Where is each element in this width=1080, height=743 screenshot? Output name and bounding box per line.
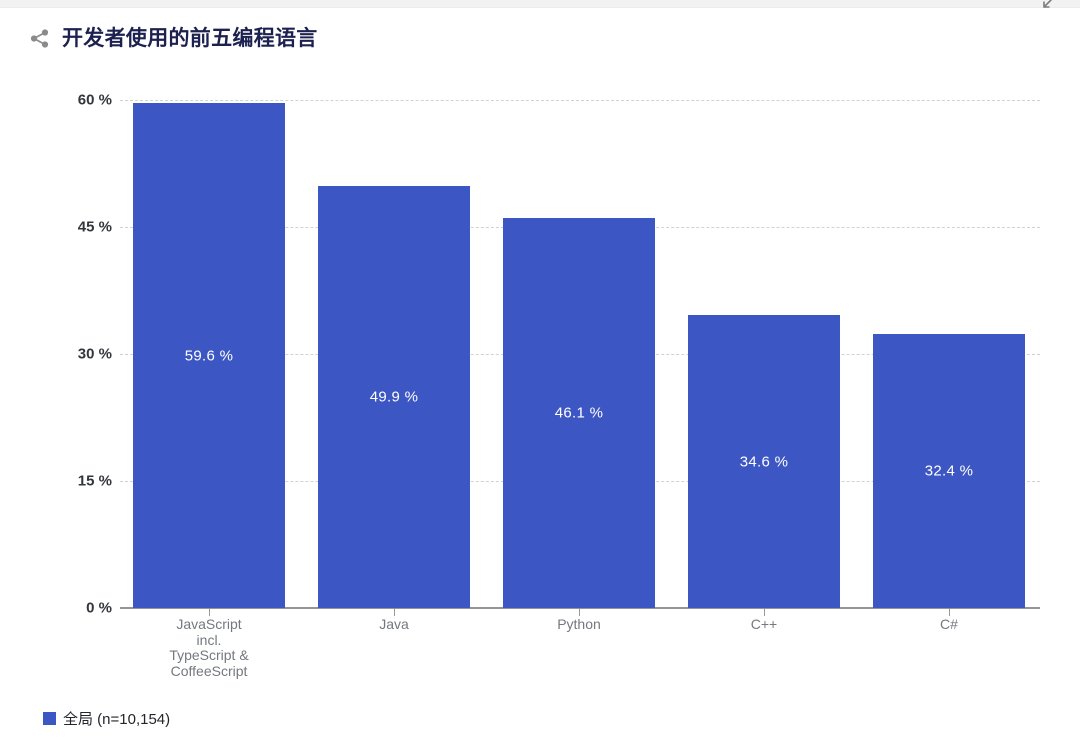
bar-value-label: 49.9 % (369, 388, 419, 406)
collapse-arrow-icon[interactable] (1039, 0, 1057, 13)
x-tick-label: Python (557, 616, 601, 632)
x-tick-label: C# (940, 616, 958, 632)
legend: 全局 (n=10,154) (43, 708, 170, 729)
legend-swatch (43, 712, 56, 725)
share-icon[interactable] (30, 28, 49, 48)
page-title: 开发者使用的前五编程语言 (62, 27, 318, 50)
bar[interactable]: 46.1 % (503, 217, 655, 608)
y-tick-label: 15 % (77, 472, 112, 490)
x-tick (949, 609, 950, 616)
legend-label: 全局 (n=10,154) (63, 711, 171, 728)
x-tick (209, 609, 210, 616)
bar-value-label: 46.1 % (554, 404, 604, 422)
y-tick-label: 60 % (77, 91, 112, 109)
x-tick (394, 609, 395, 616)
x-tick-label: Java (379, 616, 409, 632)
x-tick-label: JavaScript incl. TypeScript & CoffeeScri… (169, 616, 249, 679)
bar[interactable]: 32.4 % (873, 333, 1025, 608)
bar[interactable]: 49.9 % (318, 185, 470, 608)
gridline (120, 100, 1040, 101)
bar-value-label: 34.6 % (739, 453, 789, 471)
bar[interactable]: 59.6 % (133, 103, 285, 608)
x-tick-label: C++ (750, 616, 778, 632)
x-tick (579, 609, 580, 616)
bar-value-label: 32.4 % (924, 462, 974, 480)
y-tick-label: 30 % (77, 345, 112, 363)
top-strip (0, 0, 1080, 8)
y-tick-label: 45 % (77, 218, 112, 236)
chart-header: 开发者使用的前五编程语言 (30, 22, 318, 52)
bar-value-label: 59.6 % (184, 347, 234, 365)
x-tick (764, 609, 765, 616)
y-tick-label: 0 % (86, 599, 112, 617)
x-axis-line (120, 607, 1040, 609)
bar[interactable]: 34.6 % (688, 315, 840, 608)
